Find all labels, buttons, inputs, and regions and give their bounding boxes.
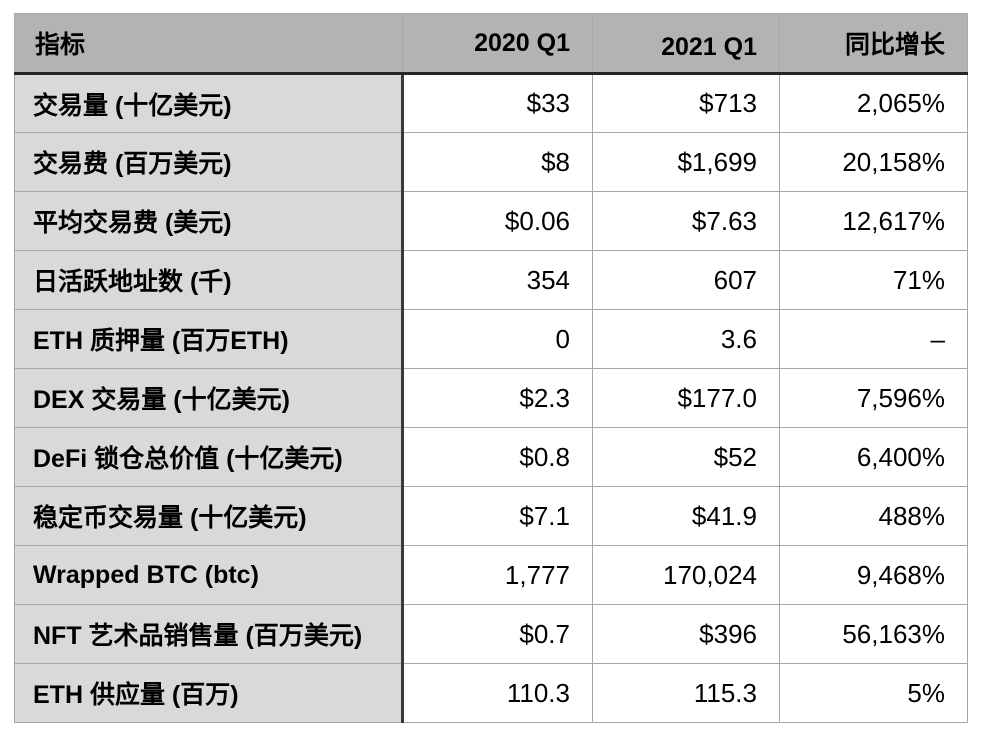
table-row-nft-art-sales: NFT 艺术品销售量 (百万美元) $0.7 $396 56,163% [14,604,968,664]
value-2021q1: 607 [592,250,780,310]
table-row-active-addresses: 日活跃地址数 (千) 354 607 71% [14,250,968,310]
value-2020q1: 110.3 [402,663,593,723]
value-2020q1: 1,777 [402,545,593,605]
value-yoy: 7,596% [779,368,968,428]
metric-label: NFT 艺术品销售量 (百万美元) [14,604,404,664]
value-2020q1: 0 [402,309,593,369]
metric-label: 交易费 (百万美元) [14,132,404,192]
table-row-volume: 交易量 (十亿美元) $33 $713 2,065% [14,73,968,133]
value-yoy: – [779,309,968,369]
value-yoy: 12,617% [779,191,968,251]
value-2020q1: 354 [402,250,593,310]
value-2020q1: $8 [402,132,593,192]
value-2021q1: 3.6 [592,309,780,369]
value-yoy: 5% [779,663,968,723]
metric-label: DeFi 锁仓总价值 (十亿美元) [14,427,404,487]
metric-label: 交易量 (十亿美元) [14,73,404,133]
metric-label: ETH 供应量 (百万) [14,663,404,723]
value-2020q1: $7.1 [402,486,593,546]
eth-quarterly-metrics-table: 指标 2020 Q1 2021 Q1 同比增长 交易量 (十亿美元) $33 $… [14,13,968,723]
value-2021q1: $7.63 [592,191,780,251]
table-row-stablecoin-volume: 稳定币交易量 (十亿美元) $7.1 $41.9 488% [14,486,968,546]
value-2021q1: 115.3 [592,663,780,723]
metric-label: 日活跃地址数 (千) [14,250,404,310]
value-2020q1: $0.06 [402,191,593,251]
metric-label: DEX 交易量 (十亿美元) [14,368,404,428]
metrics-table-container: 指标 2020 Q1 2021 Q1 同比增长 交易量 (十亿美元) $33 $… [14,13,968,723]
table-row-avg-fee: 平均交易费 (美元) $0.06 $7.63 12,617% [14,191,968,251]
value-yoy: 56,163% [779,604,968,664]
metric-label: Wrapped BTC (btc) [14,545,404,605]
value-yoy: 9,468% [779,545,968,605]
table-row-defi-tvl: DeFi 锁仓总价值 (十亿美元) $0.8 $52 6,400% [14,427,968,487]
value-yoy: 20,158% [779,132,968,192]
column-header-2020-q1: 2020 Q1 [402,13,593,75]
metric-label: 稳定币交易量 (十亿美元) [14,486,404,546]
table-row-wrapped-btc: Wrapped BTC (btc) 1,777 170,024 9,468% [14,545,968,605]
value-2020q1: $2.3 [402,368,593,428]
table-row-dex-volume: DEX 交易量 (十亿美元) $2.3 $177.0 7,596% [14,368,968,428]
value-2021q1: $177.0 [592,368,780,428]
value-2021q1: $396 [592,604,780,664]
column-header-metric: 指标 [14,13,403,75]
value-2020q1: $0.7 [402,604,593,664]
column-header-2021-q1: 2021 Q1 [592,13,780,75]
value-2021q1: $41.9 [592,486,780,546]
value-yoy: 488% [779,486,968,546]
value-yoy: 2,065% [779,73,968,133]
column-header-yoy-growth: 同比增长 [779,13,968,75]
value-2021q1: $52 [592,427,780,487]
metric-label: 平均交易费 (美元) [14,191,404,251]
value-2021q1: 170,024 [592,545,780,605]
table-row-eth-staked: ETH 质押量 (百万ETH) 0 3.6 – [14,309,968,369]
value-yoy: 71% [779,250,968,310]
metric-label: ETH 质押量 (百万ETH) [14,309,404,369]
value-2021q1: $1,699 [592,132,780,192]
value-2021q1: $713 [592,73,780,133]
table-row-eth-supply: ETH 供应量 (百万) 110.3 115.3 5% [14,663,968,723]
value-2020q1: $0.8 [402,427,593,487]
table-row-fees: 交易费 (百万美元) $8 $1,699 20,158% [14,132,968,192]
value-2020q1: $33 [402,73,593,133]
header-row: 指标 2020 Q1 2021 Q1 同比增长 [14,13,968,75]
value-yoy: 6,400% [779,427,968,487]
column-header-2021-q1-label: 2021 Q1 [661,32,757,61]
